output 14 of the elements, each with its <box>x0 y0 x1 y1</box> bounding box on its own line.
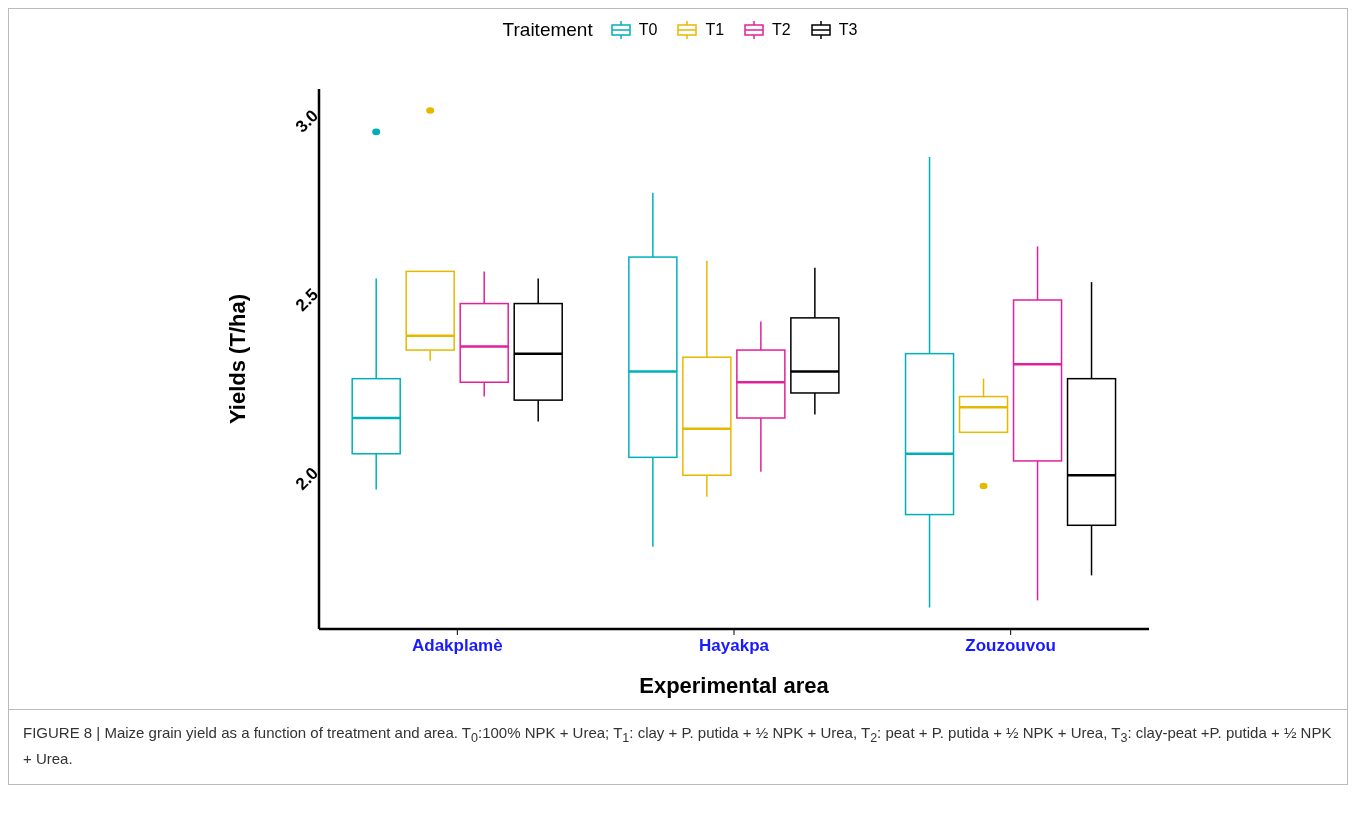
legend-label: T3 <box>838 21 858 39</box>
legend-label: T1 <box>705 21 725 39</box>
y-axis-title: Yields (T/ha) <box>224 294 250 424</box>
x-tick-label: Hayakpa <box>699 636 770 655</box>
x-axis-title: Experimental area <box>639 673 830 698</box>
y-tick-label: 3.0 <box>291 106 323 137</box>
x-tick-label: Adakplamè <box>411 636 503 655</box>
x-tick-label: Zouzouvou <box>965 636 1056 655</box>
text: FIGURE 8 | Maize grain yield as a function of treatment and area. T$_{0}$:100% NPK + Urea; T$_{1}$: clay + P. putida + ½ NPK + Urea, T$_{2}$: peat + P. putida + ½ NPK + Urea, T$_{3}$: clay-peat +P. putida + ½ NPK + Urea. <box>23 724 1332 767</box>
legend-label: T0 <box>638 21 658 39</box>
y-tick-label: 2.0 <box>291 463 323 494</box>
legend-title: Traitement <box>502 19 593 41</box>
y-tick-label: 2.5 <box>291 284 323 316</box>
legend-label: T2 <box>772 21 791 39</box>
